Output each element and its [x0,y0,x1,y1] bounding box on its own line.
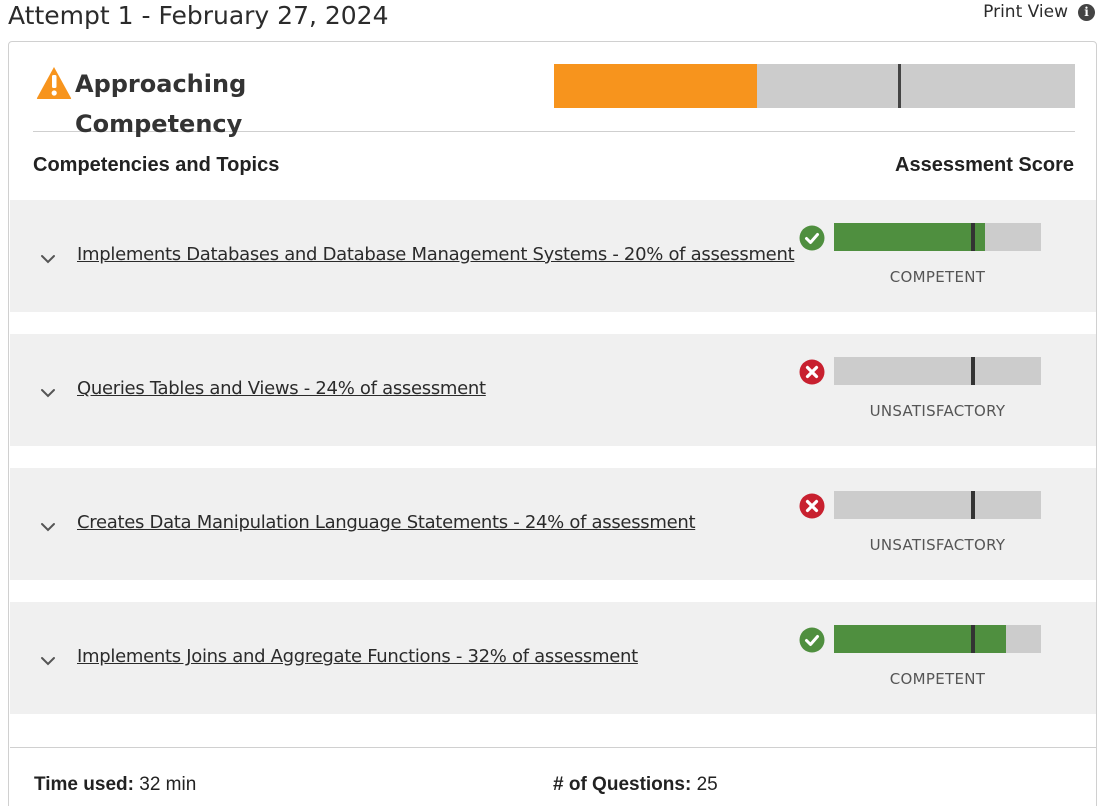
competency-row[interactable]: Creates Data Manipulation Language State… [10,468,1096,580]
time-used: Time used: 32 min [34,774,196,796]
competency-score-bar [834,491,1041,519]
check-circle-icon [799,627,825,653]
questions-label: # of Questions: [553,774,692,795]
column-header-score: Assessment Score [895,154,1074,176]
competency-threshold-marker [971,491,975,519]
competency-score-bar [834,357,1041,385]
x-circle-icon [799,359,825,385]
competency-title[interactable]: Implements Databases and Database Manage… [77,244,795,265]
print-view-label: Print View [983,2,1068,22]
competency-title[interactable]: Queries Tables and Views - 24% of assess… [77,378,486,399]
overall-result: Approaching Competency [33,64,1075,138]
overall-threshold-marker [898,64,901,108]
competency-threshold-marker [971,357,975,385]
overall-status-label: Approaching Competency [75,70,247,138]
time-used-label: Time used: [34,774,134,795]
competency-row[interactable]: Implements Joins and Aggregate Functions… [10,602,1096,714]
column-header-competencies: Competencies and Topics [33,154,280,176]
x-circle-icon [799,493,825,519]
print-view-button[interactable]: Print View i [983,2,1095,22]
competency-status-label: UNSATISFACTORY [869,402,1006,420]
footer-stats: Time used: 32 min # of Questions: 25 [10,747,1096,806]
competency-title[interactable]: Creates Data Manipulation Language State… [77,512,696,533]
chevron-down-icon[interactable] [38,520,58,534]
overall-score-bar [554,64,1075,108]
overall-score-fill [554,64,757,108]
questions-value: 25 [696,774,718,795]
question-count: # of Questions: 25 [553,774,718,796]
info-icon[interactable]: i [1078,3,1095,21]
competency-score-bar [834,223,1041,251]
competency-row[interactable]: Queries Tables and Views - 24% of assess… [10,334,1096,446]
attempt-title: Attempt 1 - February 27, 2024 [8,1,389,30]
competency-status-label: COMPETENT [889,268,986,286]
competency-row[interactable]: Implements Databases and Database Manage… [10,200,1096,312]
competency-title[interactable]: Implements Joins and Aggregate Functions… [77,646,638,667]
competency-status-label: UNSATISFACTORY [869,536,1006,554]
warning-icon [36,67,72,99]
competency-score-fill [834,223,985,251]
competency-score-fill [834,625,1006,653]
competency-threshold-marker [971,223,975,251]
results-card: Approaching Competency Competencies and … [8,41,1097,806]
chevron-down-icon[interactable] [38,386,58,400]
chevron-down-icon[interactable] [38,654,58,668]
time-used-value: 32 min [139,774,197,795]
chevron-down-icon[interactable] [38,252,58,266]
competency-threshold-marker [971,625,975,653]
competency-score-bar [834,625,1041,653]
competency-status-label: COMPETENT [889,670,986,688]
check-circle-icon [799,225,825,251]
